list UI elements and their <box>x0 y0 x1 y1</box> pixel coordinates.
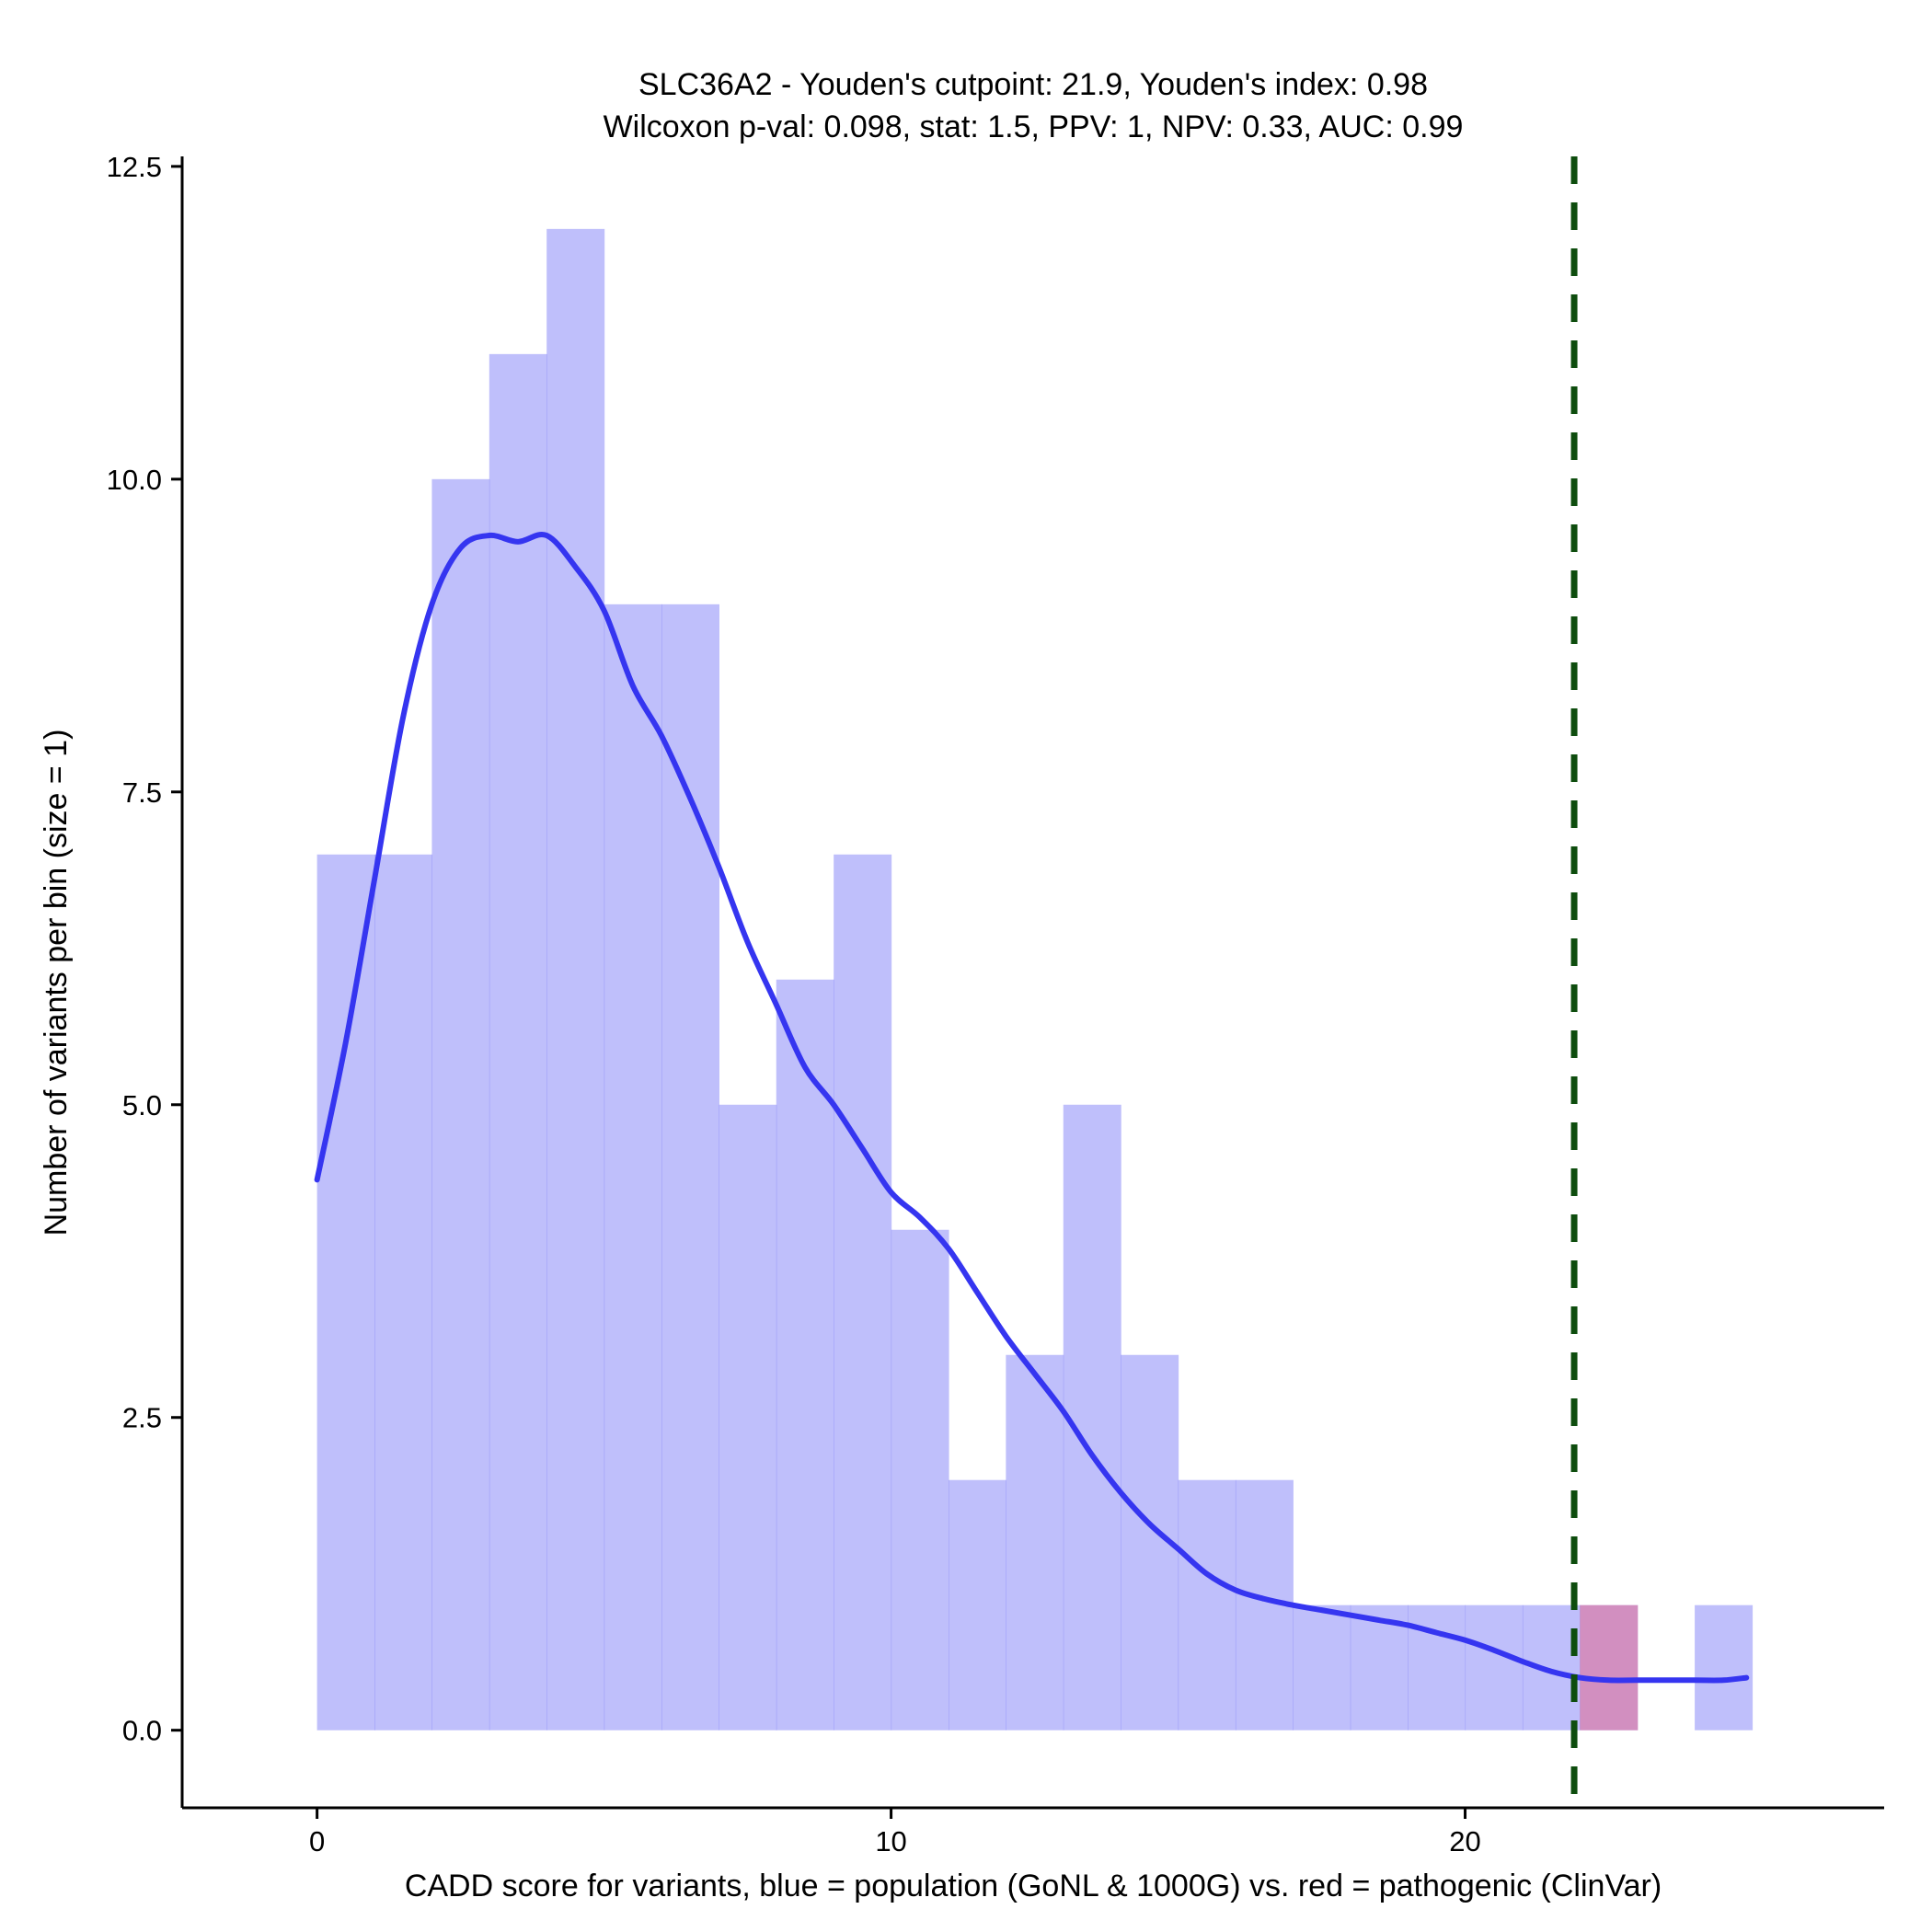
population-density-curve <box>314 532 1750 1684</box>
y-tick-label: 12.5 <box>107 151 162 183</box>
chart-title-line-2: Wilcoxon p-val: 0.098, stat: 1.5, PPV: 1… <box>604 109 1464 144</box>
population-bar-8 <box>776 979 834 1731</box>
y-axis-ticks: 0.0 2.5 5.0 7.5 10.0 12.5 <box>107 151 182 1747</box>
population-bar-10 <box>891 1229 949 1731</box>
population-bar-1 <box>374 854 433 1731</box>
histogram-bars <box>316 228 1754 1731</box>
y-tick-label: 0.0 <box>122 1715 162 1747</box>
population-bar-9 <box>834 854 892 1731</box>
x-tick-label: 0 <box>309 1825 325 1857</box>
population-bar-4 <box>546 228 605 1731</box>
x-axis-ticks: 0 10 20 <box>309 1808 1481 1857</box>
population-bar-20 <box>1465 1604 1524 1731</box>
population-bar-11 <box>948 1479 1006 1731</box>
population-bar-17 <box>1293 1604 1351 1731</box>
population-bar-0 <box>316 854 375 1731</box>
population-bar-6 <box>661 604 719 1731</box>
pathogenic-bar-0 <box>1580 1604 1639 1731</box>
x-tick-label: 20 <box>1449 1825 1480 1857</box>
population-bar-15 <box>1178 1479 1236 1731</box>
y-tick-label: 2.5 <box>122 1402 162 1434</box>
y-tick-label: 7.5 <box>122 776 162 809</box>
population-bar-21 <box>1522 1604 1581 1731</box>
population-bar-3 <box>489 353 547 1731</box>
population-bar-7 <box>719 1104 777 1731</box>
population-bar-13 <box>1063 1104 1121 1731</box>
population-bar-23 <box>1695 1604 1754 1731</box>
chart-title-line-1: SLC36A2 - Youden's cutpoint: 21.9, Youde… <box>638 67 1428 102</box>
y-tick-label: 10.0 <box>107 464 162 496</box>
density-curve-layer <box>314 532 1750 1684</box>
population-bar-2 <box>431 478 490 1731</box>
y-tick-label: 5.0 <box>122 1089 162 1121</box>
population-bar-19 <box>1408 1604 1466 1731</box>
x-tick-label: 10 <box>875 1825 906 1857</box>
x-axis-title: CADD score for variants, blue = populati… <box>405 1869 1662 1903</box>
y-axis-title: Number of variants per bin (size = 1) <box>39 730 74 1236</box>
population-bar-12 <box>1006 1354 1064 1731</box>
population-bar-5 <box>604 604 662 1731</box>
